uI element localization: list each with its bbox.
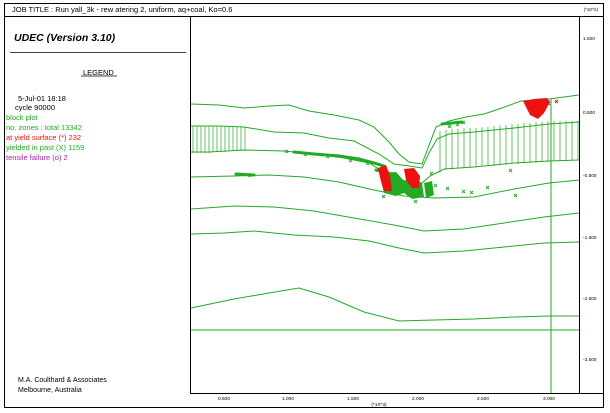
y-tick-label: -0.500	[583, 174, 597, 179]
x-tick-label: 1.500	[346, 397, 360, 402]
y-tick-label: -3.500	[583, 358, 597, 363]
legend-tensile-failure: tensile failure (o) 2	[6, 153, 68, 162]
yield-markers	[238, 120, 518, 204]
block-plot	[190, 94, 580, 393]
plot-window: JOB TITLE : Run yall_3k - rew atering 2,…	[4, 3, 604, 408]
plot-frame-lines	[4, 3, 604, 408]
y-tick-label: 1.500	[583, 37, 596, 42]
company-name: M.A. Coulthard & Associates	[18, 377, 107, 384]
legend-yield-surface: at yield surface (*) 232	[6, 133, 82, 142]
yield-surface-zones	[378, 98, 550, 191]
y-tick-label: 0.500	[583, 111, 596, 116]
legend-yielded-past: yielded in past (X) 1159	[6, 143, 85, 152]
legend-zone-count: no. zones : total 13342	[6, 123, 82, 132]
version-label: UDEC (Version 3.10)	[14, 32, 116, 44]
x-tick-label: 1.000	[281, 397, 295, 402]
y-tick-label: -2.500	[583, 297, 597, 302]
x-axis-exponent: (*10^3)	[371, 403, 387, 408]
x-tick-label: 3.000	[542, 397, 556, 402]
job-title: JOB TITLE : Run yall_3k - rew atering 2,…	[12, 5, 233, 14]
x-tick-label: 0.500	[217, 397, 231, 402]
y-axis-exponent: (*10^2)	[583, 7, 598, 12]
legend-block-plot: block plot	[6, 113, 38, 122]
x-tick-label: 2.000	[411, 397, 425, 402]
block-boundaries	[190, 94, 580, 393]
block-fill-right	[439, 121, 579, 173]
x-tick-label: 2.500	[476, 397, 490, 402]
company-location: Melbourne, Australia	[18, 387, 82, 394]
legend-title: LEGEND	[83, 68, 114, 77]
block-fill-left	[192, 126, 246, 153]
legend-date: 5-Jul-01 18:18	[18, 94, 66, 103]
legend-cycle: cycle 90000	[15, 103, 56, 112]
yield-surface-markers	[546, 99, 559, 106]
y-tick-label: -1.500	[583, 236, 597, 241]
